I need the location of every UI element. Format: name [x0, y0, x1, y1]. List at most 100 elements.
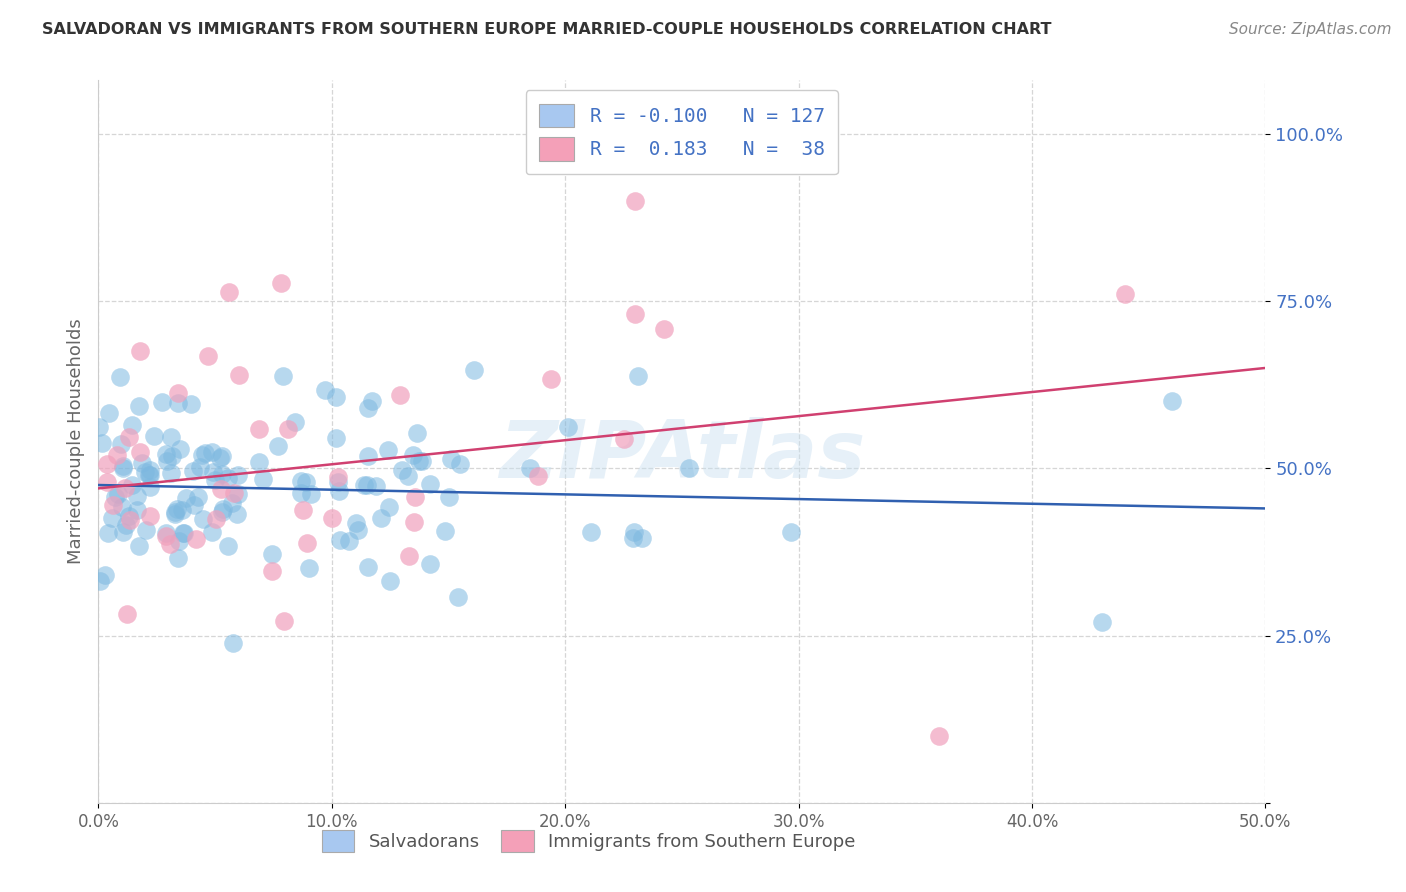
Point [364, 478, 387, 492]
Point [1161, 394, 1184, 409]
Point [277, 422, 299, 436]
Point [328, 475, 350, 489]
Point [299, 486, 322, 500]
Point [127, 502, 149, 516]
Point [118, 509, 141, 524]
Point [356, 449, 378, 463]
Point [128, 400, 150, 414]
Point [247, 455, 270, 469]
Point [89, 574, 111, 588]
Point [108, 370, 131, 384]
Point [262, 564, 284, 578]
Point [103, 490, 125, 504]
Point [187, 490, 209, 504]
Point [440, 452, 463, 467]
Point [419, 476, 441, 491]
Point [138, 468, 160, 483]
Point [402, 448, 425, 462]
Point [1114, 287, 1136, 301]
Point [222, 486, 245, 500]
Point [212, 502, 235, 516]
Point [527, 468, 550, 483]
Point [406, 425, 429, 440]
Point [139, 509, 162, 524]
Point [295, 475, 318, 489]
Point [172, 525, 194, 540]
Point [627, 368, 650, 383]
Point [155, 526, 177, 541]
Point [134, 465, 156, 479]
Point [519, 460, 541, 475]
Point [326, 469, 349, 483]
Point [201, 525, 224, 540]
Point [167, 550, 190, 565]
Point [181, 464, 204, 478]
Point [218, 471, 240, 485]
Point [110, 436, 132, 450]
Text: SALVADORAN VS IMMIGRANTS FROM SOUTHERN EUROPE MARRIED-COUPLE HOUSEHOLDS CORRELAT: SALVADORAN VS IMMIGRANTS FROM SOUTHERN E… [42, 22, 1052, 37]
Point [112, 460, 135, 475]
Point [291, 502, 314, 516]
Point [128, 539, 150, 553]
Point [201, 465, 224, 479]
Point [167, 386, 190, 401]
Point [172, 503, 194, 517]
Point [678, 461, 700, 475]
Point [579, 524, 602, 539]
Point [218, 285, 240, 300]
Point [188, 459, 211, 474]
Point [624, 307, 647, 322]
Point [121, 477, 143, 491]
Point [209, 482, 232, 496]
Point [325, 432, 347, 446]
Point [447, 590, 470, 604]
Text: Source: ZipAtlas.com: Source: ZipAtlas.com [1229, 22, 1392, 37]
Point [540, 372, 562, 386]
Point [222, 636, 245, 650]
Point [211, 504, 233, 518]
Point [298, 561, 321, 575]
Point [160, 449, 183, 463]
Point [174, 491, 197, 505]
Point [142, 428, 165, 442]
Point [398, 549, 420, 564]
Point [408, 454, 430, 468]
Point [159, 467, 181, 481]
Point [208, 450, 231, 465]
Point [163, 505, 186, 519]
Point [155, 447, 177, 461]
Point [357, 559, 380, 574]
Point [295, 536, 318, 550]
Point [247, 422, 270, 436]
Point [557, 420, 579, 434]
Point [389, 387, 412, 401]
Point [204, 473, 226, 487]
Point [138, 468, 160, 483]
Point [226, 468, 249, 483]
Point [114, 481, 136, 495]
Point [118, 430, 141, 444]
Point [377, 500, 399, 514]
Point [347, 523, 370, 537]
Point [356, 477, 378, 491]
Point [328, 484, 350, 499]
Point [463, 363, 485, 377]
Point [396, 469, 419, 483]
Point [120, 513, 142, 527]
Y-axis label: Married-couple Households: Married-couple Households [66, 318, 84, 565]
Text: ZIPAtlas: ZIPAtlas [499, 417, 865, 495]
Point [103, 499, 125, 513]
Point [613, 432, 636, 446]
Point [97, 525, 120, 540]
Point [114, 518, 136, 533]
Point [169, 442, 191, 457]
Point [166, 501, 188, 516]
Point [325, 390, 347, 404]
Point [928, 729, 950, 743]
Point [91, 435, 114, 450]
Point [260, 547, 283, 561]
Point [411, 454, 433, 468]
Point [290, 486, 312, 500]
Point [361, 393, 384, 408]
Point [201, 445, 224, 459]
